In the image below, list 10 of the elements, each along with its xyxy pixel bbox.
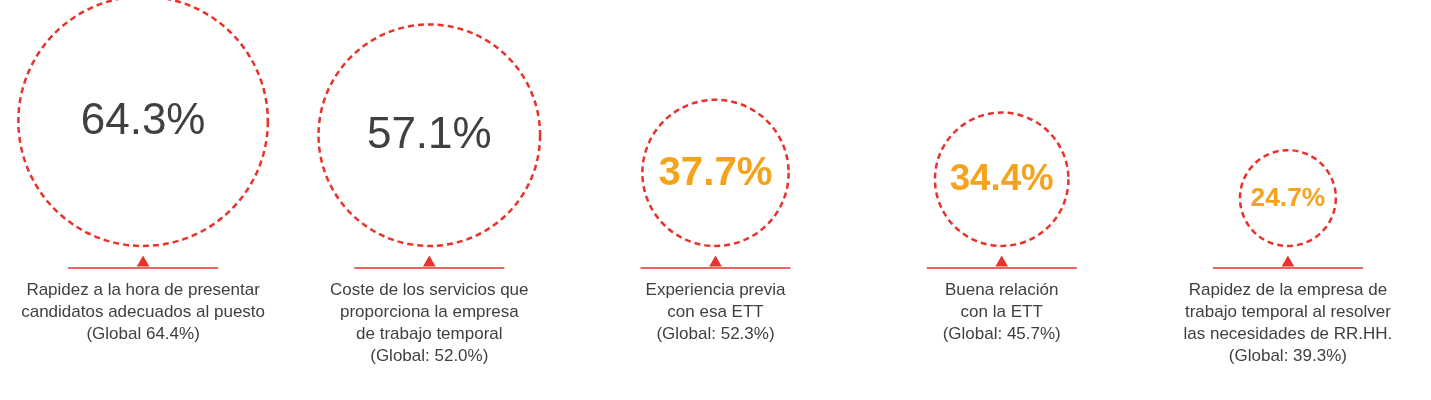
data-label: 57.1% [366, 108, 492, 158]
data-label: 37.7% [658, 148, 773, 194]
category-label: Rapidez de la empresa de trabajo temporal al resolver las necesidades de RR.HH. (Global: 39.3%) [1183, 280, 1393, 365]
category-label: Coste de los servicios que proporciona la empresa de trabajo temporal (Global: 52.0%) [330, 280, 529, 365]
data-label: 34.4% [949, 157, 1054, 199]
category-label: Buena relación con la ETT (Global: 45.7%) [942, 280, 1061, 343]
data-label: 24.7% [1250, 182, 1326, 213]
category-label: Experiencia previa con esa ETT (Global: 52.3%) [645, 280, 786, 343]
data-label: 64.3% [80, 94, 206, 144]
category-label: Rapidez a la hora de presentar candidatos adecuados al puesto (Global 64.4%) [21, 280, 266, 343]
